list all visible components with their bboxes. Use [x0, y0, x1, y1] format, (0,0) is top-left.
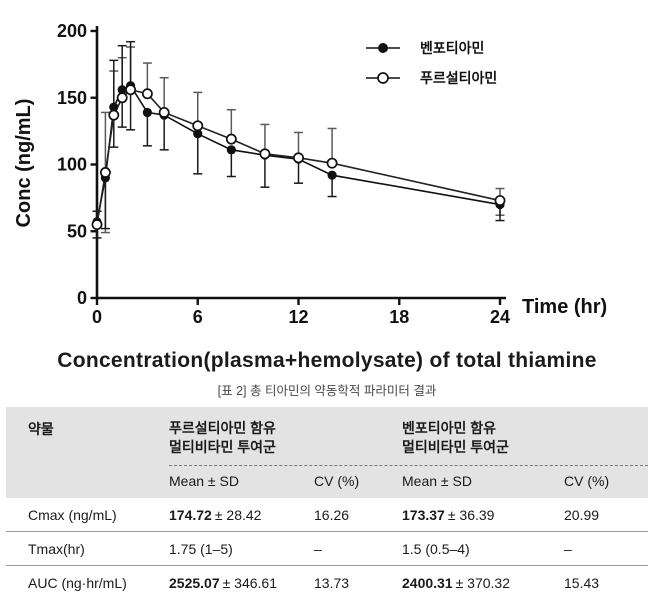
open-circle-marker-series-1 [91, 219, 103, 231]
table-row-tmax: Tmax(hr) 1.75 (1–5) – 1.5 (0.5–4) – [6, 532, 648, 566]
auc-g2-sd: ± 370.32 [455, 574, 511, 591]
filled-circle-marker-series-0 [193, 129, 203, 139]
open-circle-marker-series-1 [141, 88, 153, 100]
legend-open-circle [377, 72, 389, 84]
x-tick-label: 24 [490, 307, 510, 327]
y-tick-label: 50 [67, 221, 87, 241]
subheader-cv-2: CV (%) [564, 473, 610, 489]
tmax-g2-cv: – [564, 540, 572, 557]
header-dashed-divider [169, 465, 648, 466]
legend-filled-circle [378, 43, 388, 53]
cmax-g2-mean: 173.37 [402, 506, 445, 523]
cmax-g2-cv: 20.99 [564, 506, 600, 523]
cmax-g1-mean: 174.72 [169, 506, 212, 523]
y-tick-label: 200 [57, 21, 87, 41]
y-tick-label: 150 [57, 88, 87, 108]
open-circle-marker-series-1 [192, 120, 204, 132]
cmax-g1-cv: 16.26 [314, 506, 350, 523]
open-circle-marker-series-1 [108, 109, 120, 121]
table-row-cmax: Cmax (ng/mL) 174.72 ± 28.42 16.26 173.37 ±… [6, 498, 648, 532]
open-circle-marker-series-1 [99, 167, 111, 178]
x-tick-label: 18 [389, 307, 409, 327]
table-row-auc: AUC (ng·hr/mL) 2525.07 ± 346.61 13.73 240… [6, 566, 648, 593]
pk-table: 약물 푸르설티아민 함유 멀티비타민 투여군 벤포티아민 함유 멀티비타민 투여… [6, 407, 648, 593]
open-circle-marker-series-1 [259, 148, 271, 160]
legend-label-1: 푸르설티아민 [420, 70, 497, 86]
table-caption: [표 2] 총 티아민의 약동학적 파라미터 결과 [217, 384, 437, 398]
x-tick-label: 12 [288, 307, 308, 327]
row-param-label: Cmax (ng/mL) [28, 506, 117, 523]
filled-circle-marker-series-0 [226, 145, 236, 155]
group-header-fursultiamine: 푸르설티아민 함유 멀티비타민 투여군 [169, 419, 402, 457]
tmax-g1-cv: – [314, 540, 322, 557]
cmax-g1-sd: ± 28.42 [214, 506, 262, 523]
figure-title: Concentration(plasma+hemolysate) of tota… [57, 349, 597, 372]
y-tick-label: 100 [57, 155, 87, 175]
filled-circle-marker-series-0 [117, 85, 127, 95]
auc-g1-cv: 13.73 [314, 574, 350, 591]
group2-line1: 벤포티아민 함유 [402, 420, 497, 436]
col-header-drug: 약물 [28, 421, 54, 437]
row-param-label: Tmax(hr) [28, 540, 85, 557]
y-tick-label: 0 [77, 288, 87, 308]
x-tick-label: 0 [92, 307, 102, 327]
group1-line1: 푸르설티아민 함유 [169, 420, 276, 436]
cmax-g2-sd: ± 36.39 [447, 506, 495, 523]
y-axis-label: Conc (ng/mL) [13, 99, 35, 228]
open-circle-marker-series-1 [326, 157, 338, 169]
group1-line2: 멀티비타민 투여군 [169, 439, 276, 455]
open-circle-marker-series-1 [494, 195, 506, 206]
filled-circle-marker-series-0 [109, 102, 119, 112]
pk-chart-svg: 0 50 100 150 200 0 6 12 18 24 Conc (ng/mL) Time (hr… [13, 21, 607, 327]
group-header-benfotiamine: 벤포티아민 함유 멀티비타민 투여군 [402, 419, 648, 457]
open-circle-marker-series-1 [116, 92, 128, 104]
auc-g2-cv: 15.43 [564, 574, 600, 591]
auc-g2-mean: 2400.31 [402, 574, 453, 591]
legend-label-0: 벤포티아민 [420, 40, 484, 56]
subheader-mean-sd-1: Mean ± SD [169, 473, 239, 489]
group2-line2: 멀티비타민 투여군 [402, 439, 509, 455]
tmax-g1-value: 1.75 (1–5) [169, 540, 233, 557]
open-circle-marker-series-1 [158, 106, 170, 118]
x-tick-label: 6 [193, 307, 203, 327]
table-header: 약물 푸르설티아민 함유 멀티비타민 투여군 벤포티아민 함유 멀티비타민 투여… [6, 407, 648, 498]
filled-circle-marker-series-0 [142, 107, 152, 118]
open-circle-marker-series-1 [225, 133, 237, 145]
open-circle-marker-series-1 [125, 84, 137, 96]
auc-g1-sd: ± 346.61 [222, 574, 278, 591]
row-param-label: AUC (ng·hr/mL) [28, 574, 127, 591]
filled-circle-marker-series-0 [327, 170, 337, 180]
open-circle-marker-series-1 [293, 152, 304, 164]
subheader-cv-1: CV (%) [314, 473, 360, 489]
tmax-g2-value: 1.5 (0.5–4) [402, 540, 470, 557]
auc-g1-mean: 2525.07 [169, 574, 220, 591]
subheader-mean-sd-2: Mean ± SD [402, 473, 472, 489]
x-axis-label: Time (hr) [522, 296, 607, 318]
